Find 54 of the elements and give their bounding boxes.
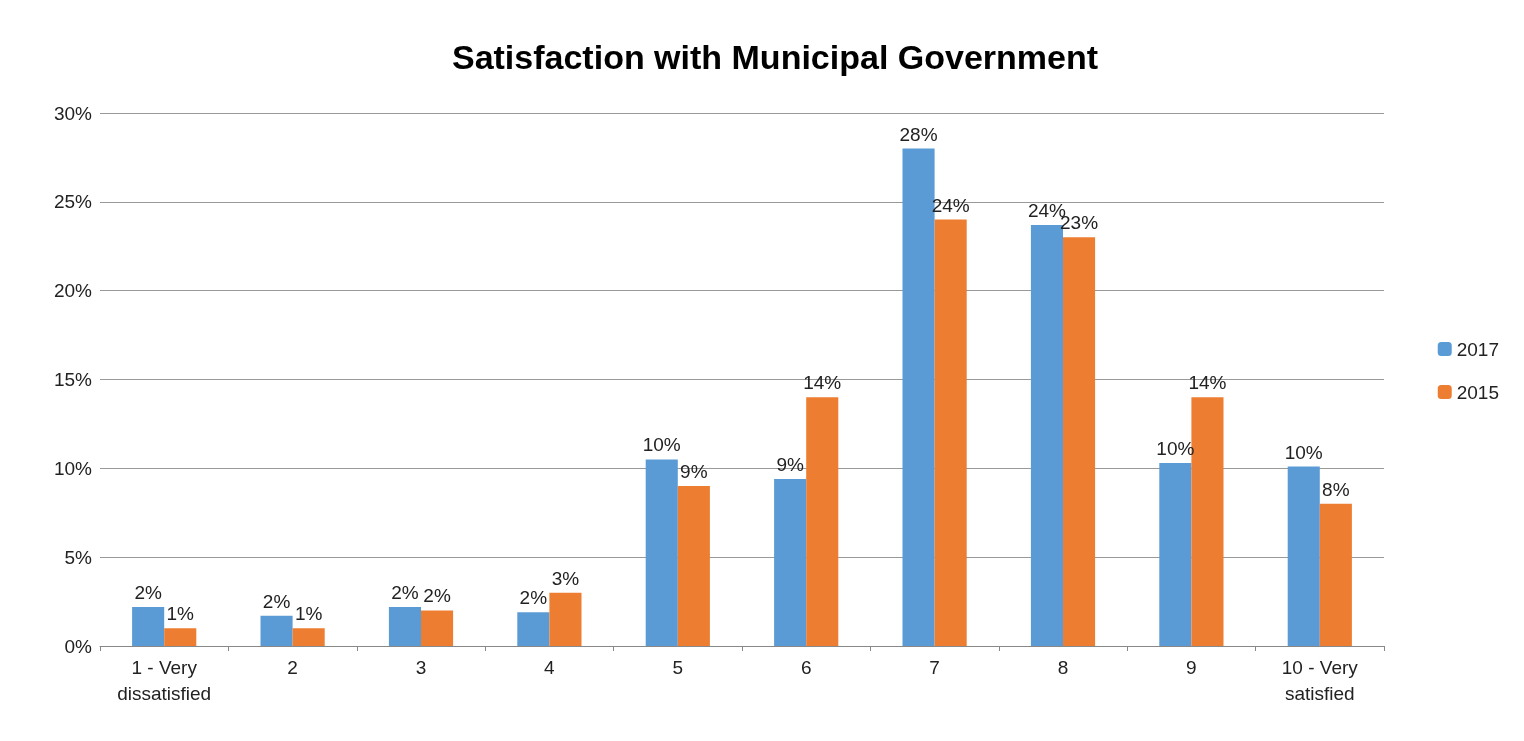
data-label: 28% bbox=[899, 123, 938, 145]
data-label: 1% bbox=[294, 603, 323, 625]
y-tick-label: 15% bbox=[53, 369, 93, 390]
bar bbox=[260, 615, 293, 646]
data-label: 1% bbox=[166, 603, 195, 625]
x-tick-label: 5 bbox=[672, 656, 684, 678]
bar bbox=[806, 397, 839, 646]
y-tick-label: 30% bbox=[53, 102, 93, 124]
x-tick-label: 3 bbox=[415, 656, 427, 678]
bar bbox=[1287, 466, 1320, 646]
x-tick-label: 9 bbox=[1186, 656, 1197, 678]
y-tick-label: 10% bbox=[53, 457, 93, 479]
x-tick-label: 7 bbox=[929, 656, 940, 678]
x-tick-label: 8 bbox=[1057, 656, 1069, 678]
y-tick-label: 20% bbox=[53, 280, 93, 302]
y-tick-label: 25% bbox=[53, 191, 93, 213]
data-label: 3% bbox=[551, 567, 580, 589]
y-tick-label: 0% bbox=[64, 635, 93, 657]
bar bbox=[1063, 237, 1096, 646]
bar bbox=[934, 219, 967, 646]
bar bbox=[1159, 463, 1192, 646]
data-label: 14% bbox=[1188, 372, 1227, 394]
y-tick-label: 5% bbox=[64, 546, 93, 568]
bar bbox=[1319, 503, 1352, 646]
data-label: 2% bbox=[391, 581, 419, 603]
x-tick-label: 10 - Very satisfied bbox=[1281, 656, 1359, 704]
data-label: 9% bbox=[776, 453, 804, 475]
bar bbox=[1030, 224, 1063, 646]
bar bbox=[292, 628, 325, 646]
bar bbox=[645, 459, 678, 646]
x-tick-label: 6 bbox=[800, 656, 812, 678]
data-label: 10% bbox=[642, 434, 681, 456]
x-tick-label: 1 - Very dissatisfied bbox=[117, 656, 212, 704]
legend-label: 2017 bbox=[1456, 338, 1500, 360]
data-label: 9% bbox=[680, 461, 708, 483]
bar bbox=[677, 486, 710, 646]
bar bbox=[549, 592, 582, 646]
bar bbox=[164, 628, 197, 646]
data-label: 2% bbox=[519, 587, 548, 609]
bar bbox=[132, 606, 165, 646]
chart-title: Satisfaction with Municipal Government bbox=[451, 38, 1099, 76]
x-tick-label: 2 bbox=[287, 656, 298, 678]
legend-label: 2015 bbox=[1456, 381, 1500, 403]
data-label: 2% bbox=[262, 590, 291, 612]
data-label: 14% bbox=[803, 372, 842, 394]
bar bbox=[517, 612, 550, 646]
bar bbox=[388, 606, 421, 646]
bar bbox=[774, 478, 807, 646]
bar bbox=[421, 610, 454, 646]
data-label: 2% bbox=[134, 581, 162, 603]
data-label: 8% bbox=[1322, 478, 1350, 500]
x-tick-label: 4 bbox=[544, 656, 556, 678]
data-label: 10% bbox=[1284, 441, 1323, 463]
data-label: 2% bbox=[423, 585, 451, 607]
